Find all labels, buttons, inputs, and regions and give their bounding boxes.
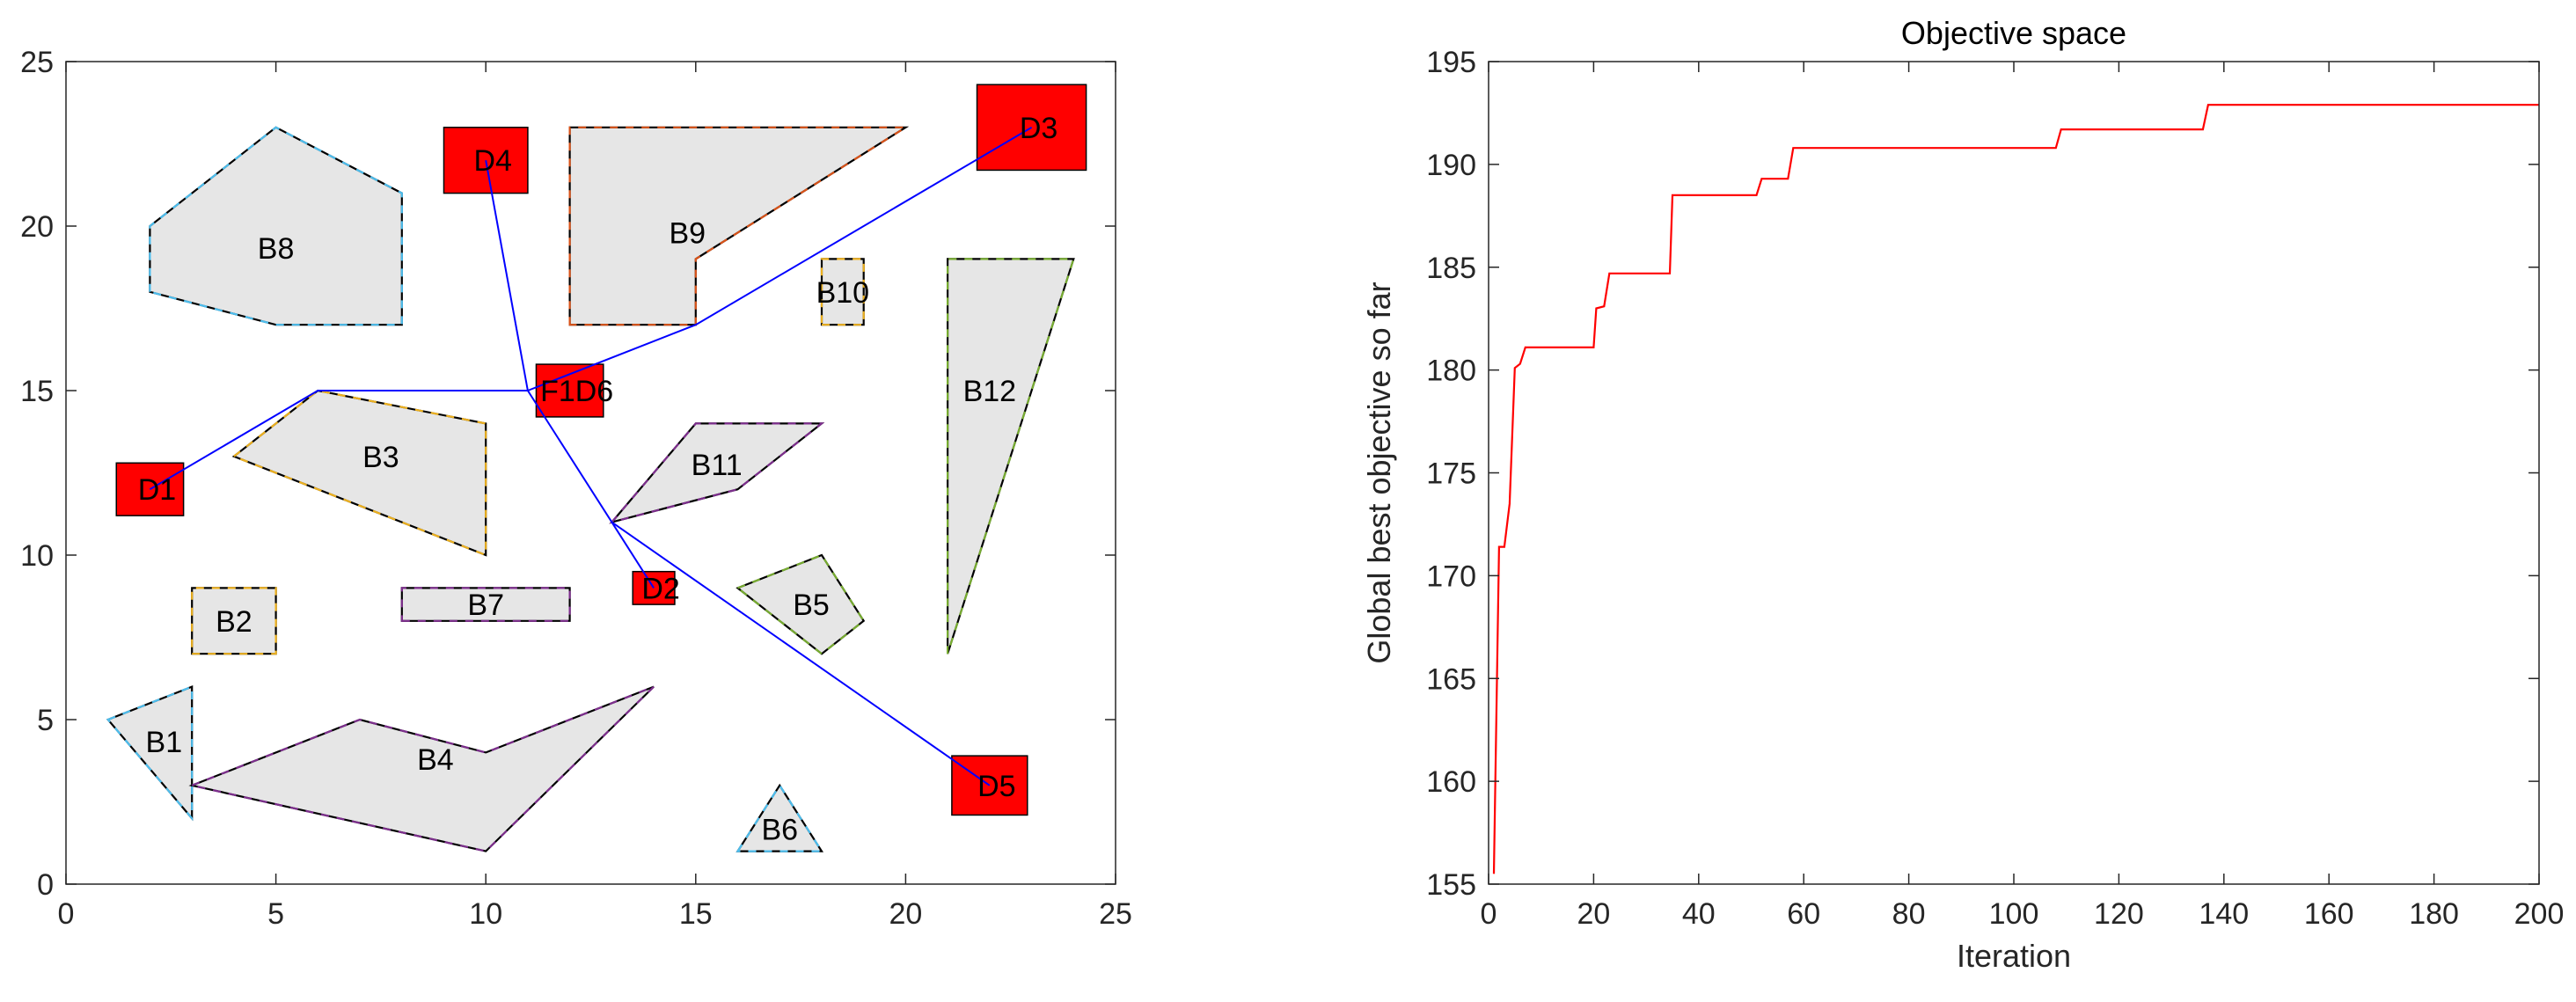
node-label-d3: D3: [1020, 112, 1057, 145]
label-layer: B1 B2 B3 B4 B5 B6 B7 B8 B9 B10 B11 B12 D1 D2 D3 D4 D5 F1D…: [138, 112, 1058, 847]
obstacle-label-b8: B8: [258, 232, 295, 266]
path-layer: [149, 126, 1033, 786]
y-tick-label: 20: [20, 210, 54, 244]
x-tick-label: 100: [1989, 897, 2039, 931]
route-path-2: [485, 160, 529, 391]
node-label-d4: D4: [473, 144, 511, 178]
y-tick-label: 195: [1426, 46, 1476, 79]
x-tick-label: 60: [1787, 897, 1820, 931]
y-tick-label: 175: [1426, 457, 1476, 491]
obstacle-label-b11: B11: [692, 449, 743, 482]
obstacle-label-b1: B1: [146, 726, 183, 759]
node-label-f1d6: F1D6: [540, 375, 613, 408]
map-axes-box: [65, 61, 1116, 885]
y-tick-label: 190: [1426, 149, 1476, 182]
x-tick-label: 40: [1682, 897, 1716, 931]
node-label-d2: D2: [641, 572, 679, 605]
x-tick-label: 120: [2094, 897, 2144, 931]
obstacle-layer: [106, 126, 1075, 852]
obstacle-label-b7: B7: [467, 589, 504, 622]
node-f1d6: [535, 363, 604, 418]
node-d5: [951, 755, 1028, 816]
x-tick-label: 20: [889, 897, 922, 931]
y-tick-label: 165: [1426, 662, 1476, 696]
y-tick-label: 0: [37, 868, 54, 902]
y-tick-label: 10: [20, 539, 54, 573]
objective-axis-ticks: 0 20 40 60 80 100 120 140 160 180 200 155 160 165 170 1…: [1426, 46, 2564, 931]
route-path-3: [527, 126, 1033, 391]
x-tick-label: 15: [679, 897, 713, 931]
y-tick-label: 160: [1426, 765, 1476, 799]
obstacle-edge-b2: [191, 587, 277, 655]
obstacle-label-b3: B3: [362, 441, 399, 474]
y-tick-label: 25: [20, 46, 54, 79]
y-tick-label: 5: [37, 704, 54, 737]
x-axis-label: Iteration: [1957, 938, 2071, 974]
objective-series-line-1: [1492, 103, 2539, 874]
objective-axes-box: [1488, 61, 2540, 885]
y-tick-label: 185: [1426, 252, 1476, 285]
obstacle-label-b6: B6: [761, 814, 798, 847]
x-tick-label: 160: [2304, 897, 2354, 931]
obstacle-edge-b5: [735, 553, 866, 655]
series-layer: [1492, 103, 2539, 874]
route-path-5: [611, 522, 655, 589]
y-axis-label: Global best objective so far: [1361, 282, 1397, 663]
route-path-1: [149, 390, 528, 491]
obstacle-label-b4: B4: [417, 743, 454, 777]
obstacle-edge-b4: [188, 685, 655, 852]
obstacle-edge-b11: [609, 422, 825, 524]
obstacle-edge-b12: [946, 258, 1075, 655]
objective-plot-title: Objective space: [1901, 15, 2126, 51]
x-tick-label: 25: [1099, 897, 1132, 931]
obstacle-label-b10: B10: [816, 276, 870, 310]
node-label-d1: D1: [138, 473, 176, 507]
layout-map-plot: B1 B2 B3 B4 B5 B6 B7 B8 B9 B10 B11 B12 D1 D2 D3 D4 D5 F1D…: [20, 46, 1132, 931]
obstacle-label-b5: B5: [793, 589, 830, 622]
x-tick-label: 200: [2514, 897, 2565, 931]
obstacle-edge-b9: [568, 126, 910, 326]
obstacle-label-b2: B2: [216, 605, 252, 639]
x-tick-label: 10: [469, 897, 502, 931]
objective-plot: Objective space 0 20 40 60 80 100 120 140 160 180…: [1361, 15, 2564, 974]
obstacle-edge-b7: [400, 587, 571, 622]
obstacle-edge-b3: [231, 389, 487, 557]
x-tick-label: 0: [58, 897, 75, 931]
y-tick-label: 180: [1426, 355, 1476, 388]
obstacle-edge-b1: [106, 684, 194, 822]
obstacle-b8: [149, 126, 403, 326]
x-tick-label: 5: [267, 897, 284, 931]
x-tick-label: 180: [2409, 897, 2459, 931]
obstacle-edge-b8: [149, 126, 403, 326]
obstacle-edge-b6: [735, 783, 824, 852]
y-tick-label: 155: [1426, 868, 1476, 902]
y-tick-label: 170: [1426, 560, 1476, 593]
x-tick-label: 80: [1892, 897, 1926, 931]
obstacle-b10: [820, 258, 865, 326]
map-axis-ticks: 0 5 10 15 20 25 0 5 10 15 20 25: [20, 46, 1132, 931]
obstacle-label-b9: B9: [669, 216, 706, 250]
node-layer: [115, 84, 1087, 816]
obstacle-label-b12: B12: [963, 375, 1017, 408]
y-tick-label: 15: [20, 375, 54, 408]
x-tick-label: 20: [1577, 897, 1610, 931]
node-label-d5: D5: [977, 770, 1015, 803]
x-tick-label: 0: [1481, 897, 1497, 931]
x-tick-label: 140: [2199, 897, 2249, 931]
